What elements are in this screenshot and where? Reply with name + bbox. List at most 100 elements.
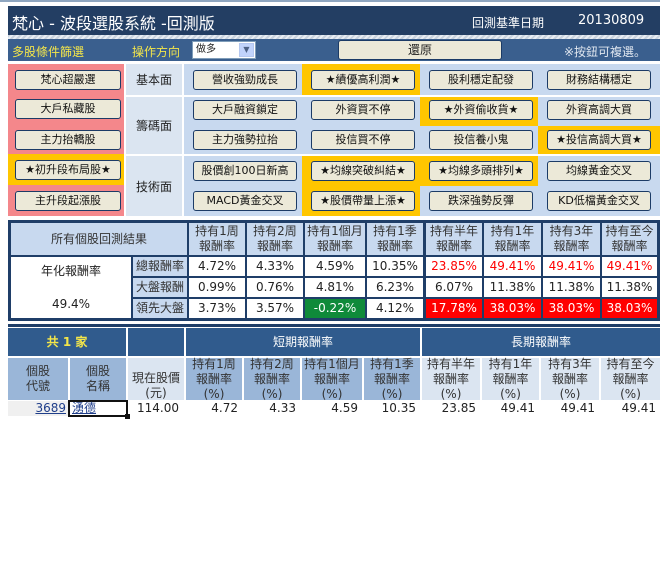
stock-table-top-border xyxy=(8,324,660,327)
result-cell: 11.38% xyxy=(484,278,541,297)
top-border xyxy=(0,0,660,6)
stock-return: 4.33 xyxy=(269,401,296,415)
col-header-ret: 持有至今 報酬率 (%) xyxy=(601,357,660,401)
hatch-divider xyxy=(8,35,660,39)
results-col-header: 持有1周 報酬率 xyxy=(189,223,245,255)
filter-btn-left-4[interactable]: 主升段起漲股 xyxy=(15,191,121,211)
backtest-results-table: 所有個股回測結果 持有1周 報酬率 持有2周 報酬率 持有1個月 報酬率 持有1… xyxy=(8,220,660,321)
multi-filter-label: 多股條件篩選 xyxy=(12,45,85,59)
date-value: 20130809 xyxy=(578,13,645,28)
result-cell: 23.85% xyxy=(426,257,482,276)
col-header-ret: 持有1個月 報酬率 (%) xyxy=(302,357,362,401)
result-cell: 4.72% xyxy=(189,257,245,276)
filter-btn-left-3[interactable]: ★初升段布局股★ xyxy=(15,160,121,180)
result-cell: 38.03% xyxy=(543,299,600,318)
filter-btn-0-0[interactable]: 營收強勁成長 xyxy=(193,70,297,90)
results-col-header: 持有1季 報酬率 xyxy=(367,223,423,255)
filter-btn-0-3[interactable]: 財務結構穩定 xyxy=(547,70,651,90)
reset-button[interactable]: 還原 xyxy=(338,40,502,60)
filter-btn-4-3[interactable]: KD低檔黃金交叉 xyxy=(547,191,651,211)
results-title: 所有個股回測結果 xyxy=(11,223,187,255)
stock-count: 共 1 家 xyxy=(8,328,126,356)
filter-btn-1-1[interactable]: 外資買不停 xyxy=(311,100,415,120)
filter-btn-4-1[interactable]: ★股價帶量上漲★ xyxy=(311,191,415,211)
annual-return-cell: 年化報酬率 49.4% xyxy=(11,257,131,318)
category-fundamental: 基本面 xyxy=(126,64,182,95)
filter-btn-left-1[interactable]: 大戶私藏股 xyxy=(15,99,121,119)
filter-btn-2-3[interactable]: ★投信高調大買★ xyxy=(547,130,651,150)
stock-name-link[interactable]: 湧德 xyxy=(72,401,97,415)
toolbar: 多股條件篩選 操作方向 做多 ▼ 還原 ※按鈕可複選。 xyxy=(8,39,660,61)
direction-value: 做多 xyxy=(196,44,216,55)
filter-btn-3-2[interactable]: ★均線多頭排列★ xyxy=(429,161,533,181)
stock-return: 49.41 xyxy=(621,401,656,415)
filter-btn-3-3[interactable]: 均線黃金交叉 xyxy=(547,161,651,181)
stock-return: 10.35 xyxy=(381,401,416,415)
result-cell: 4.81% xyxy=(305,278,365,297)
app-title: 梵心 - 波段選股系統 -回測版 xyxy=(12,14,215,33)
filter-btn-2-2[interactable]: 投信養小鬼 xyxy=(429,130,533,150)
result-cell: 3.57% xyxy=(247,299,303,318)
col-header-ret: 持有1年 報酬率 (%) xyxy=(482,357,539,401)
filter-btn-0-2[interactable]: 股利穩定配發 xyxy=(429,70,533,90)
result-cell: 49.41% xyxy=(484,257,541,276)
category-chips: 籌碼面 xyxy=(126,97,182,154)
results-col-header: 持有1年 報酬率 xyxy=(484,223,541,255)
results-col-header: 持有至今 報酬率 xyxy=(602,223,657,255)
result-cell: 38.03% xyxy=(602,299,657,318)
filter-btn-0-1[interactable]: ★績優高利潤★ xyxy=(311,70,415,90)
col-header-price: 現在股價 (元) xyxy=(128,358,184,400)
title-bar: 梵心 - 波段選股系統 -回測版 回測基準日期 20130809 xyxy=(8,6,660,35)
result-cell: 0.76% xyxy=(247,278,303,297)
results-col-header: 持有半年 報酬率 xyxy=(426,223,482,255)
stock-return: 4.59 xyxy=(331,401,358,415)
chevron-down-icon[interactable]: ▼ xyxy=(239,43,254,57)
result-cell: -0.22% xyxy=(305,299,365,318)
result-cell: 4.33% xyxy=(247,257,303,276)
direction-select[interactable]: 做多 ▼ xyxy=(192,41,256,59)
stock-return: 49.41 xyxy=(500,401,535,415)
filter-btn-3-1[interactable]: ★均線突破糾結★ xyxy=(311,161,415,181)
result-cell: 38.03% xyxy=(484,299,541,318)
filter-btn-2-1[interactable]: 投信買不停 xyxy=(311,130,415,150)
stock-return: 49.41 xyxy=(560,401,595,415)
results-col-header: 持有2周 報酬率 xyxy=(247,223,303,255)
filter-btn-1-0[interactable]: 大戶融資鎖定 xyxy=(193,100,297,120)
result-cell: 10.35% xyxy=(367,257,423,276)
row-label-market: 大盤報酬 xyxy=(133,278,187,297)
filter-btn-1-2[interactable]: ★外資偷收貨★ xyxy=(429,100,533,120)
col-header-ret: 持有半年 報酬率 (%) xyxy=(422,357,480,401)
filter-btn-4-0[interactable]: MACD黃金交叉 xyxy=(193,191,297,211)
col-header-name: 個股 名稱 xyxy=(70,358,126,400)
result-cell: 3.73% xyxy=(189,299,245,318)
filter-btn-left-0[interactable]: 梵心超嚴選 xyxy=(15,70,121,90)
row-label-total: 總報酬率 xyxy=(133,257,187,276)
table-row-code-cell: 3689 xyxy=(8,401,68,416)
filter-btn-2-0[interactable]: 主力強勢拉抬 xyxy=(193,130,297,150)
date-label: 回測基準日期 xyxy=(472,16,545,30)
filter-btn-left-2[interactable]: 主力抬轎股 xyxy=(15,130,121,150)
result-cell: 49.41% xyxy=(602,257,657,276)
result-cell: 11.38% xyxy=(543,278,600,297)
row-label-lead: 領先大盤 xyxy=(133,299,187,318)
col-header-ret: 持有1周 報酬率 (%) xyxy=(186,357,242,401)
filter-btn-4-2[interactable]: 跌深強勢反彈 xyxy=(429,191,533,211)
fill-handle[interactable] xyxy=(125,414,130,419)
filter-btn-3-0[interactable]: 股價創100日新高 xyxy=(193,161,297,181)
result-cell: 17.78% xyxy=(426,299,482,318)
stock-price: 114.00 xyxy=(137,401,179,415)
stock-code-link[interactable]: 3689 xyxy=(35,401,66,415)
col-header-code: 個股 代號 xyxy=(8,358,68,400)
annual-return-label: 年化報酬率 xyxy=(40,263,101,278)
stock-return: 23.85 xyxy=(441,401,476,415)
results-col-header: 持有3年 報酬率 xyxy=(543,223,600,255)
category-technical: 技術面 xyxy=(126,156,182,216)
result-cell: 4.12% xyxy=(367,299,423,318)
col-header-ret: 持有2周 報酬率 (%) xyxy=(244,357,300,401)
long-term-header: 長期報酬率 xyxy=(422,328,660,356)
filter-grid: 梵心超嚴選 大戶私藏股 主力抬轎股 ★初升段布局股★ 主升段起漲股 基本面 籌碼… xyxy=(8,64,660,216)
result-cell: 4.59% xyxy=(305,257,365,276)
short-term-header: 短期報酬率 xyxy=(186,328,420,356)
filter-btn-1-3[interactable]: 外資高調大買 xyxy=(547,100,651,120)
hint-text: ※按鈕可複選。 xyxy=(564,45,647,59)
